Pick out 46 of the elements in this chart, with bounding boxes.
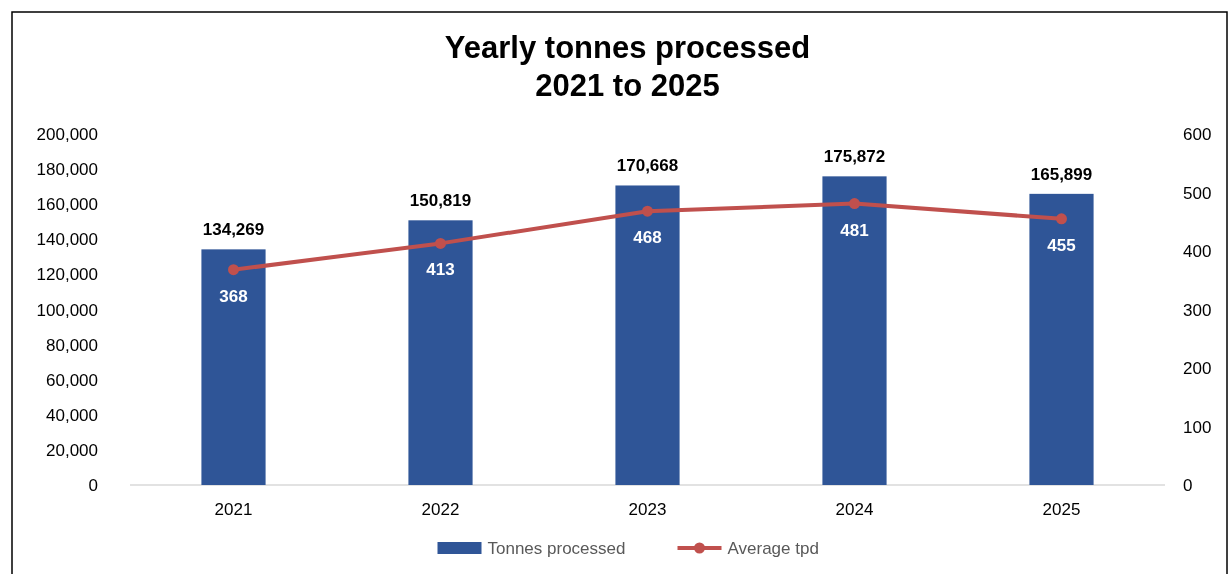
data-label: 170,668 — [616, 156, 679, 176]
data-label: 413 — [426, 260, 455, 280]
data-label: 134,269 — [202, 220, 265, 240]
legend-label: Average tpd — [727, 539, 819, 558]
y2-tick-label: 200 — [1183, 359, 1212, 378]
y-tick-label: 200,000 — [36, 125, 98, 144]
bar — [615, 185, 680, 485]
data-label: 150,819 — [409, 191, 472, 211]
y2-tick-label: 300 — [1183, 300, 1212, 320]
y2-tick-label: 100 — [1183, 417, 1212, 437]
data-label: 368 — [219, 286, 248, 306]
bar — [822, 176, 887, 485]
legend-label: Tonnes processed — [487, 539, 626, 558]
data-label: 165,899 — [1030, 164, 1093, 184]
bar — [201, 249, 266, 485]
y2-tick-label: 600 — [1183, 125, 1212, 144]
point — [1056, 213, 1067, 225]
bar — [1029, 193, 1094, 485]
point — [228, 264, 239, 276]
y-tick-label: 60,000 — [46, 370, 98, 390]
data-label: 468 — [633, 228, 662, 248]
y-tick-label: 0 — [88, 476, 98, 495]
x-tick-label: 2025 — [1042, 500, 1081, 519]
chart-title: Yearly tonnes processed 2021 to 2025 — [444, 30, 811, 103]
bar — [408, 220, 473, 485]
point — [849, 198, 860, 210]
y-tick-label: 20,000 — [46, 440, 98, 460]
data-label: 481 — [840, 220, 869, 240]
point — [642, 205, 653, 217]
x-tick-label: 2022 — [421, 500, 460, 519]
y-tick-label: 160,000 — [36, 195, 98, 215]
y2-tick-label: 500 — [1183, 183, 1212, 203]
y2-tick-label: 400 — [1183, 242, 1212, 261]
x-tick-label: 2024 — [835, 500, 874, 519]
point — [435, 237, 446, 249]
y-tick-label: 80,000 — [46, 335, 98, 355]
data-label: 455 — [1047, 235, 1076, 255]
x-tick-label: 2023 — [628, 500, 667, 519]
x-tick-label: 2021 — [214, 500, 253, 519]
y2-tick-label: 0 — [1183, 476, 1193, 495]
y-tick-label: 40,000 — [46, 405, 98, 425]
data-label: 175,872 — [823, 147, 886, 167]
y-tick-label: 140,000 — [36, 230, 98, 250]
y-tick-label: 100,000 — [36, 300, 98, 320]
y-tick-label: 180,000 — [36, 160, 98, 180]
y-tick-label: 120,000 — [36, 265, 98, 285]
